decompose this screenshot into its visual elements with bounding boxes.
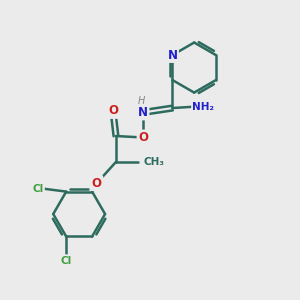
Text: H: H [138,96,145,106]
Text: Cl: Cl [61,256,72,266]
Text: O: O [92,177,102,190]
Text: NH₂: NH₂ [192,102,214,112]
Text: O: O [138,131,148,144]
Text: CH₃: CH₃ [143,157,164,167]
Text: N: N [138,106,148,119]
Text: Cl: Cl [32,184,44,194]
Text: O: O [108,104,118,118]
Text: N: N [167,49,178,62]
